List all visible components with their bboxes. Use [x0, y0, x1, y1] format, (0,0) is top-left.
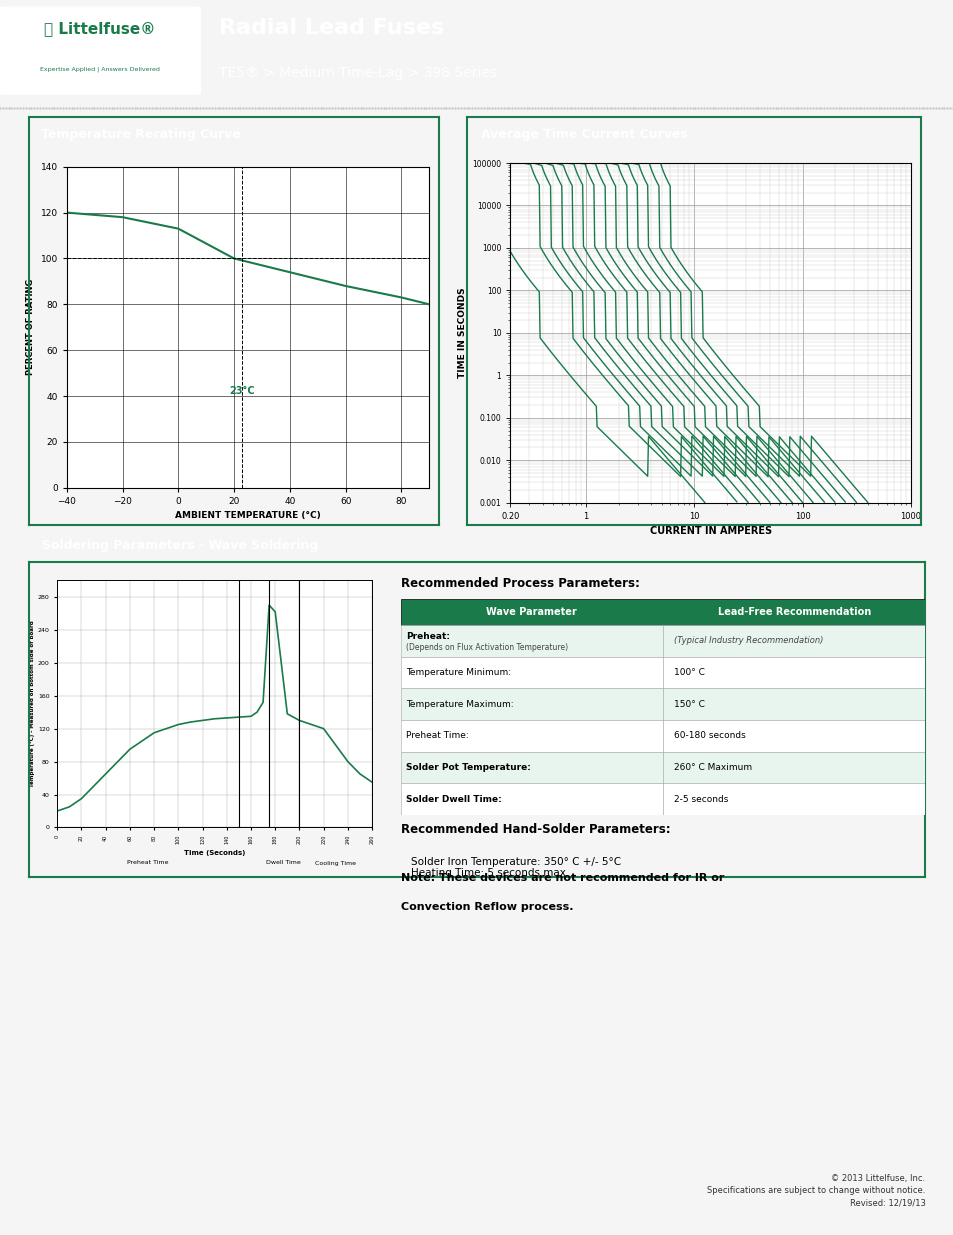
Text: Dwell Time: Dwell Time	[266, 861, 301, 866]
Text: Convection Reflow process.: Convection Reflow process.	[400, 902, 573, 911]
Text: 🔌 Littelfuse®: 🔌 Littelfuse®	[45, 21, 155, 36]
FancyBboxPatch shape	[400, 599, 924, 625]
FancyBboxPatch shape	[400, 752, 924, 783]
FancyBboxPatch shape	[400, 688, 924, 720]
Text: (Depends on Flux Activation Temperature): (Depends on Flux Activation Temperature)	[406, 642, 567, 652]
Text: TE5® > Medium Time-Lag > 398 Series: TE5® > Medium Time-Lag > 398 Series	[219, 65, 497, 80]
X-axis label: Time (Seconds): Time (Seconds)	[184, 850, 245, 856]
Text: Solder Dwell Time:: Solder Dwell Time:	[406, 795, 501, 804]
Y-axis label: Temperature (°C) - Measured on bottom side of board: Temperature (°C) - Measured on bottom si…	[30, 620, 35, 788]
Text: Recommended Process Parameters:: Recommended Process Parameters:	[400, 577, 639, 590]
Y-axis label: TIME IN SECONDS: TIME IN SECONDS	[457, 288, 466, 378]
Text: Temperature Maximum:: Temperature Maximum:	[406, 700, 513, 709]
Text: Temperature Rerating Curve: Temperature Rerating Curve	[41, 128, 240, 141]
FancyBboxPatch shape	[400, 657, 924, 688]
Text: Cooling Time: Cooling Time	[314, 861, 355, 866]
X-axis label: AMBIENT TEMPERATURE (°C): AMBIENT TEMPERATURE (°C)	[175, 511, 320, 520]
Text: Temperature Minimum:: Temperature Minimum:	[406, 668, 511, 677]
Text: Expertise Applied | Answers Delivered: Expertise Applied | Answers Delivered	[40, 67, 160, 72]
Text: Preheat Time:: Preheat Time:	[406, 731, 468, 740]
Y-axis label: PERCENT OF RATING: PERCENT OF RATING	[26, 279, 35, 375]
Text: Radial Lead Fuses: Radial Lead Fuses	[219, 19, 444, 38]
Text: Solder Pot Temperature:: Solder Pot Temperature:	[406, 763, 530, 772]
FancyBboxPatch shape	[400, 625, 924, 657]
FancyBboxPatch shape	[0, 7, 200, 94]
Text: 60-180 seconds: 60-180 seconds	[673, 731, 744, 740]
Text: Wave Parameter: Wave Parameter	[486, 606, 577, 618]
Text: (Typical Industry Recommendation): (Typical Industry Recommendation)	[673, 636, 822, 645]
Text: 2-5 seconds: 2-5 seconds	[673, 795, 727, 804]
Text: Preheat:: Preheat:	[406, 632, 450, 641]
Text: Solder Iron Temperature: 350° C +/- 5°C
Heating Time: 5 seconds max.: Solder Iron Temperature: 350° C +/- 5°C …	[411, 857, 620, 878]
FancyBboxPatch shape	[400, 783, 924, 815]
Text: 150° C: 150° C	[673, 700, 703, 709]
Text: 260° C Maximum: 260° C Maximum	[673, 763, 751, 772]
Text: © 2013 Littelfuse, Inc.
Specifications are subject to change without notice.
Rev: © 2013 Littelfuse, Inc. Specifications a…	[706, 1173, 924, 1208]
Text: Preheat Time: Preheat Time	[127, 861, 169, 866]
Text: Soldering Parameters - Wave Soldering: Soldering Parameters - Wave Soldering	[42, 540, 318, 552]
Text: Average Time Current Curves: Average Time Current Curves	[480, 128, 687, 141]
X-axis label: CURRENT IN AMPERES: CURRENT IN AMPERES	[649, 526, 771, 536]
Text: Lead-Free Recommendation: Lead-Free Recommendation	[717, 606, 870, 618]
FancyBboxPatch shape	[400, 720, 924, 752]
Text: Note: These devices are not recommended for IR or: Note: These devices are not recommended …	[400, 873, 723, 883]
Text: 23°C: 23°C	[230, 387, 255, 396]
Text: 100° C: 100° C	[673, 668, 703, 677]
Text: Recommended Hand-Solder Parameters:: Recommended Hand-Solder Parameters:	[400, 824, 670, 836]
